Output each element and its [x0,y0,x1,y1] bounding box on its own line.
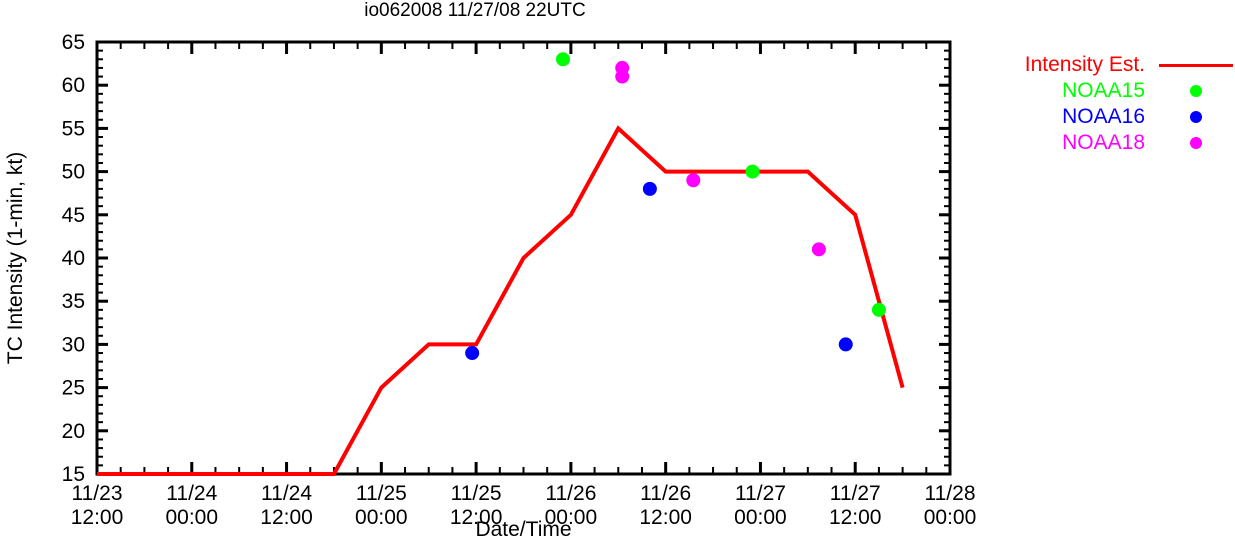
y-tick-label: 45 [62,204,85,227]
x-tick-label-time: 00:00 [545,506,598,529]
x-tick-label-date: 11/25 [451,482,502,505]
x-tick-label-date: 11/26 [545,482,596,505]
y-tick-label: 40 [62,247,85,270]
data-point-noaa15 [871,302,886,317]
legend-dot-swatch-noaa16 [1190,111,1202,123]
y-tick-label: 35 [62,290,85,313]
data-point-noaa18 [686,173,701,188]
x-tick-label-time: 00:00 [734,506,787,529]
chart-title: io062008 11/27/08 22UTC [364,0,586,21]
y-tick-label: 55 [62,117,85,140]
series-line-intensity-est [97,125,905,476]
x-tick-label-time: 12:00 [260,506,313,529]
x-tick-label-date: 11/26 [640,482,691,505]
x-axis-title: Date/Time [475,518,571,540]
legend-item-noaa18[interactable]: NOAA18 [990,130,1235,156]
legend-symbol-noaa16 [1157,111,1235,123]
legend-label-intensity-est: Intensity Est. [1024,53,1145,76]
data-point-noaa18 [811,242,826,257]
y-tick-label: 30 [62,333,85,356]
legend-label-noaa18: NOAA18 [1062,131,1145,154]
y-tick-label: 65 [62,31,85,54]
x-tick-label-date: 11/24 [166,482,217,505]
legend-symbol-line [1157,63,1235,67]
legend-item-noaa16[interactable]: NOAA16 [990,104,1235,130]
x-tick-label-date: 11/23 [72,482,123,505]
y-tick-label: 50 [62,161,85,184]
data-point-noaa15 [745,164,760,179]
x-tick-label-time: 00:00 [165,506,218,529]
legend-label-noaa16: NOAA16 [1062,105,1145,128]
y-tick-label: 15 [62,463,85,486]
x-tick-label-time: 12:00 [829,506,882,529]
legend-label-noaa15: NOAA15 [1062,79,1145,102]
legend-dot-swatch-noaa15 [1190,85,1202,97]
y-tick-label: 60 [62,74,85,97]
x-tick-label-time: 12:00 [71,506,124,529]
data-point-noaa16 [642,181,657,196]
data-point-noaa16 [838,337,853,352]
legend-item-intensity-est[interactable]: Intensity Est. [990,52,1235,78]
x-tick-label-date: 11/27 [830,482,881,505]
chart-legend: Intensity Est. NOAA15 NOAA16 NOAA18 [990,52,1235,156]
x-tick-label-time: 12:00 [450,506,503,529]
plot-area: 152025303540455055606511/2312:0011/2400:… [4,31,977,540]
legend-dot-swatch-noaa18 [1190,137,1202,149]
data-point-noaa18 [615,69,630,84]
legend-item-noaa15[interactable]: NOAA15 [990,78,1235,104]
legend-symbol-noaa18 [1157,137,1235,149]
x-tick-label-time: 12:00 [639,506,692,529]
x-tick-label-date: 11/28 [925,482,976,505]
x-tick-label-date: 11/25 [356,482,407,505]
x-tick-label-time: 00:00 [355,506,408,529]
y-tick-label: 20 [62,420,85,443]
legend-symbol-noaa15 [1157,85,1235,97]
x-tick-label-date: 11/27 [735,482,786,505]
y-tick-label: 25 [62,377,85,400]
legend-line-swatch [1159,63,1233,67]
x-tick-label-date: 11/24 [261,482,312,505]
data-point-noaa16 [465,346,480,361]
x-tick-label-time: 00:00 [924,506,977,529]
data-point-noaa15 [555,52,570,67]
y-axis-title: TC Intensity (1-min, kt) [4,152,27,364]
